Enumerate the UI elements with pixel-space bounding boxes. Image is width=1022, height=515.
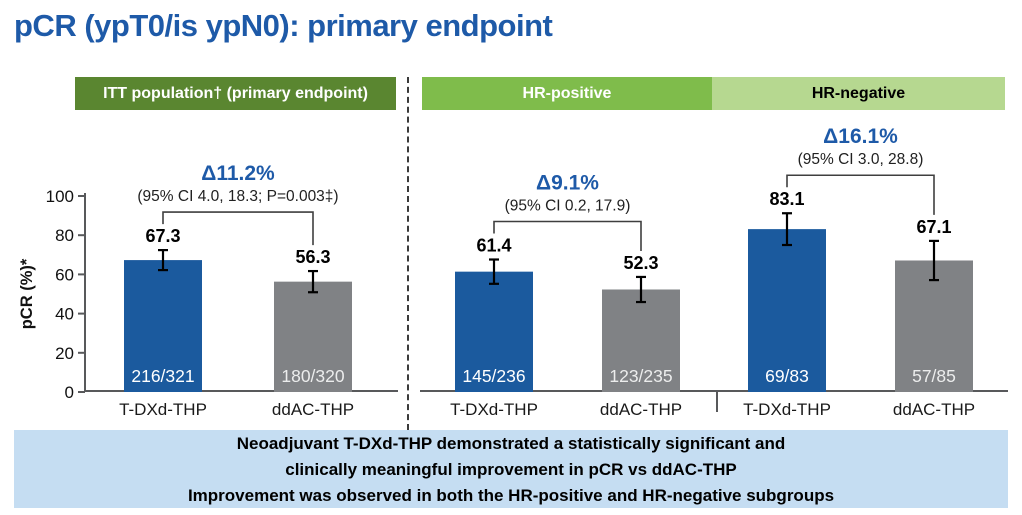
bar-hr-positive-0	[455, 271, 533, 392]
bar-charts-canvas: 0 20 40 60 80 100 pCR (%)* 67.3 216/321 T-DXd-THP…	[18, 125, 1008, 419]
bar-fraction-label: 123/235	[609, 366, 672, 386]
bar-itt-population-primary-endpoint--1	[274, 281, 352, 392]
panel-header-hr-negative-label: HR-negative	[811, 84, 906, 102]
panel-header-hr-positive: HR-positive	[422, 77, 712, 110]
bar-itt-population-primary-endpoint--0	[124, 260, 202, 392]
delta-label: Δ16.1%	[823, 125, 898, 148]
summary-box: Neoadjuvant T-DXd-THP demonstrated a sta…	[14, 430, 1008, 508]
bar-value-label: 67.1	[916, 217, 951, 237]
y-axis-tick-label: 40	[55, 305, 74, 324]
summary-line-2: clinically meaningful improvement in pCR…	[285, 459, 737, 479]
bar-hr-negative-1	[895, 260, 973, 392]
ci-label: (95% CI 0.2, 17.9)	[505, 198, 631, 215]
bar-fraction-label: 57/85	[912, 366, 956, 386]
y-axis-title: pCR (%)*	[18, 258, 36, 329]
y-axis-tick-label: 20	[55, 344, 74, 363]
bar-value-label: 56.3	[295, 247, 330, 267]
ci-label: (95% CI 4.0, 18.3; P=0.003‡)	[137, 188, 338, 205]
panel-header-itt-label: ITT population† (primary endpoint)	[103, 84, 368, 102]
bar-value-label: 83.1	[769, 189, 804, 209]
bar-value-label: 52.3	[623, 253, 658, 273]
x-category-label: T-DXd-THP	[450, 400, 538, 419]
panel-header-hr-positive-label: HR-positive	[522, 84, 612, 102]
y-axis-tick-label: 0	[65, 383, 74, 402]
bar-fraction-label: 180/320	[281, 366, 345, 386]
bar-fraction-label: 145/236	[462, 366, 525, 386]
ci-label: (95% CI 3.0, 28.8)	[798, 151, 924, 168]
bar-hr-positive-1	[602, 289, 680, 392]
comparison-bracket	[162, 211, 314, 246]
delta-label: Δ9.1%	[536, 172, 599, 195]
panel-header-hr-negative: HR-negative	[712, 77, 1005, 110]
bar-value-label: 67.3	[145, 226, 180, 246]
delta-label: Δ11.2%	[201, 162, 275, 185]
y-axis-tick-label: 60	[55, 265, 74, 284]
bar-fraction-label: 216/321	[131, 366, 194, 386]
panel-header-itt: ITT population† (primary endpoint)	[75, 77, 396, 110]
summary-line-3: Improvement was observed in both the HR-…	[187, 485, 835, 505]
x-category-label: ddAC-THP	[272, 400, 354, 419]
bar-hr-negative-0	[748, 229, 826, 392]
comparison-bracket	[786, 174, 935, 215]
x-category-label: ddAC-THP	[893, 400, 975, 419]
y-axis-tick-label: 80	[55, 226, 74, 245]
x-category-label: T-DXd-THP	[743, 400, 831, 419]
page-title: pCR (ypT0/is ypN0): primary endpoint	[14, 8, 553, 43]
x-category-label: T-DXd-THP	[119, 400, 207, 419]
comparison-bracket	[493, 220, 642, 251]
x-category-label: ddAC-THP	[600, 400, 682, 419]
bar-fraction-label: 69/83	[765, 366, 809, 386]
bar-value-label: 61.4	[476, 236, 511, 256]
y-axis-tick-label: 100	[46, 187, 74, 206]
summary-line-1: Neoadjuvant T-DXd-THP demonstrated a sta…	[236, 433, 786, 453]
dashed-divider	[407, 77, 409, 430]
